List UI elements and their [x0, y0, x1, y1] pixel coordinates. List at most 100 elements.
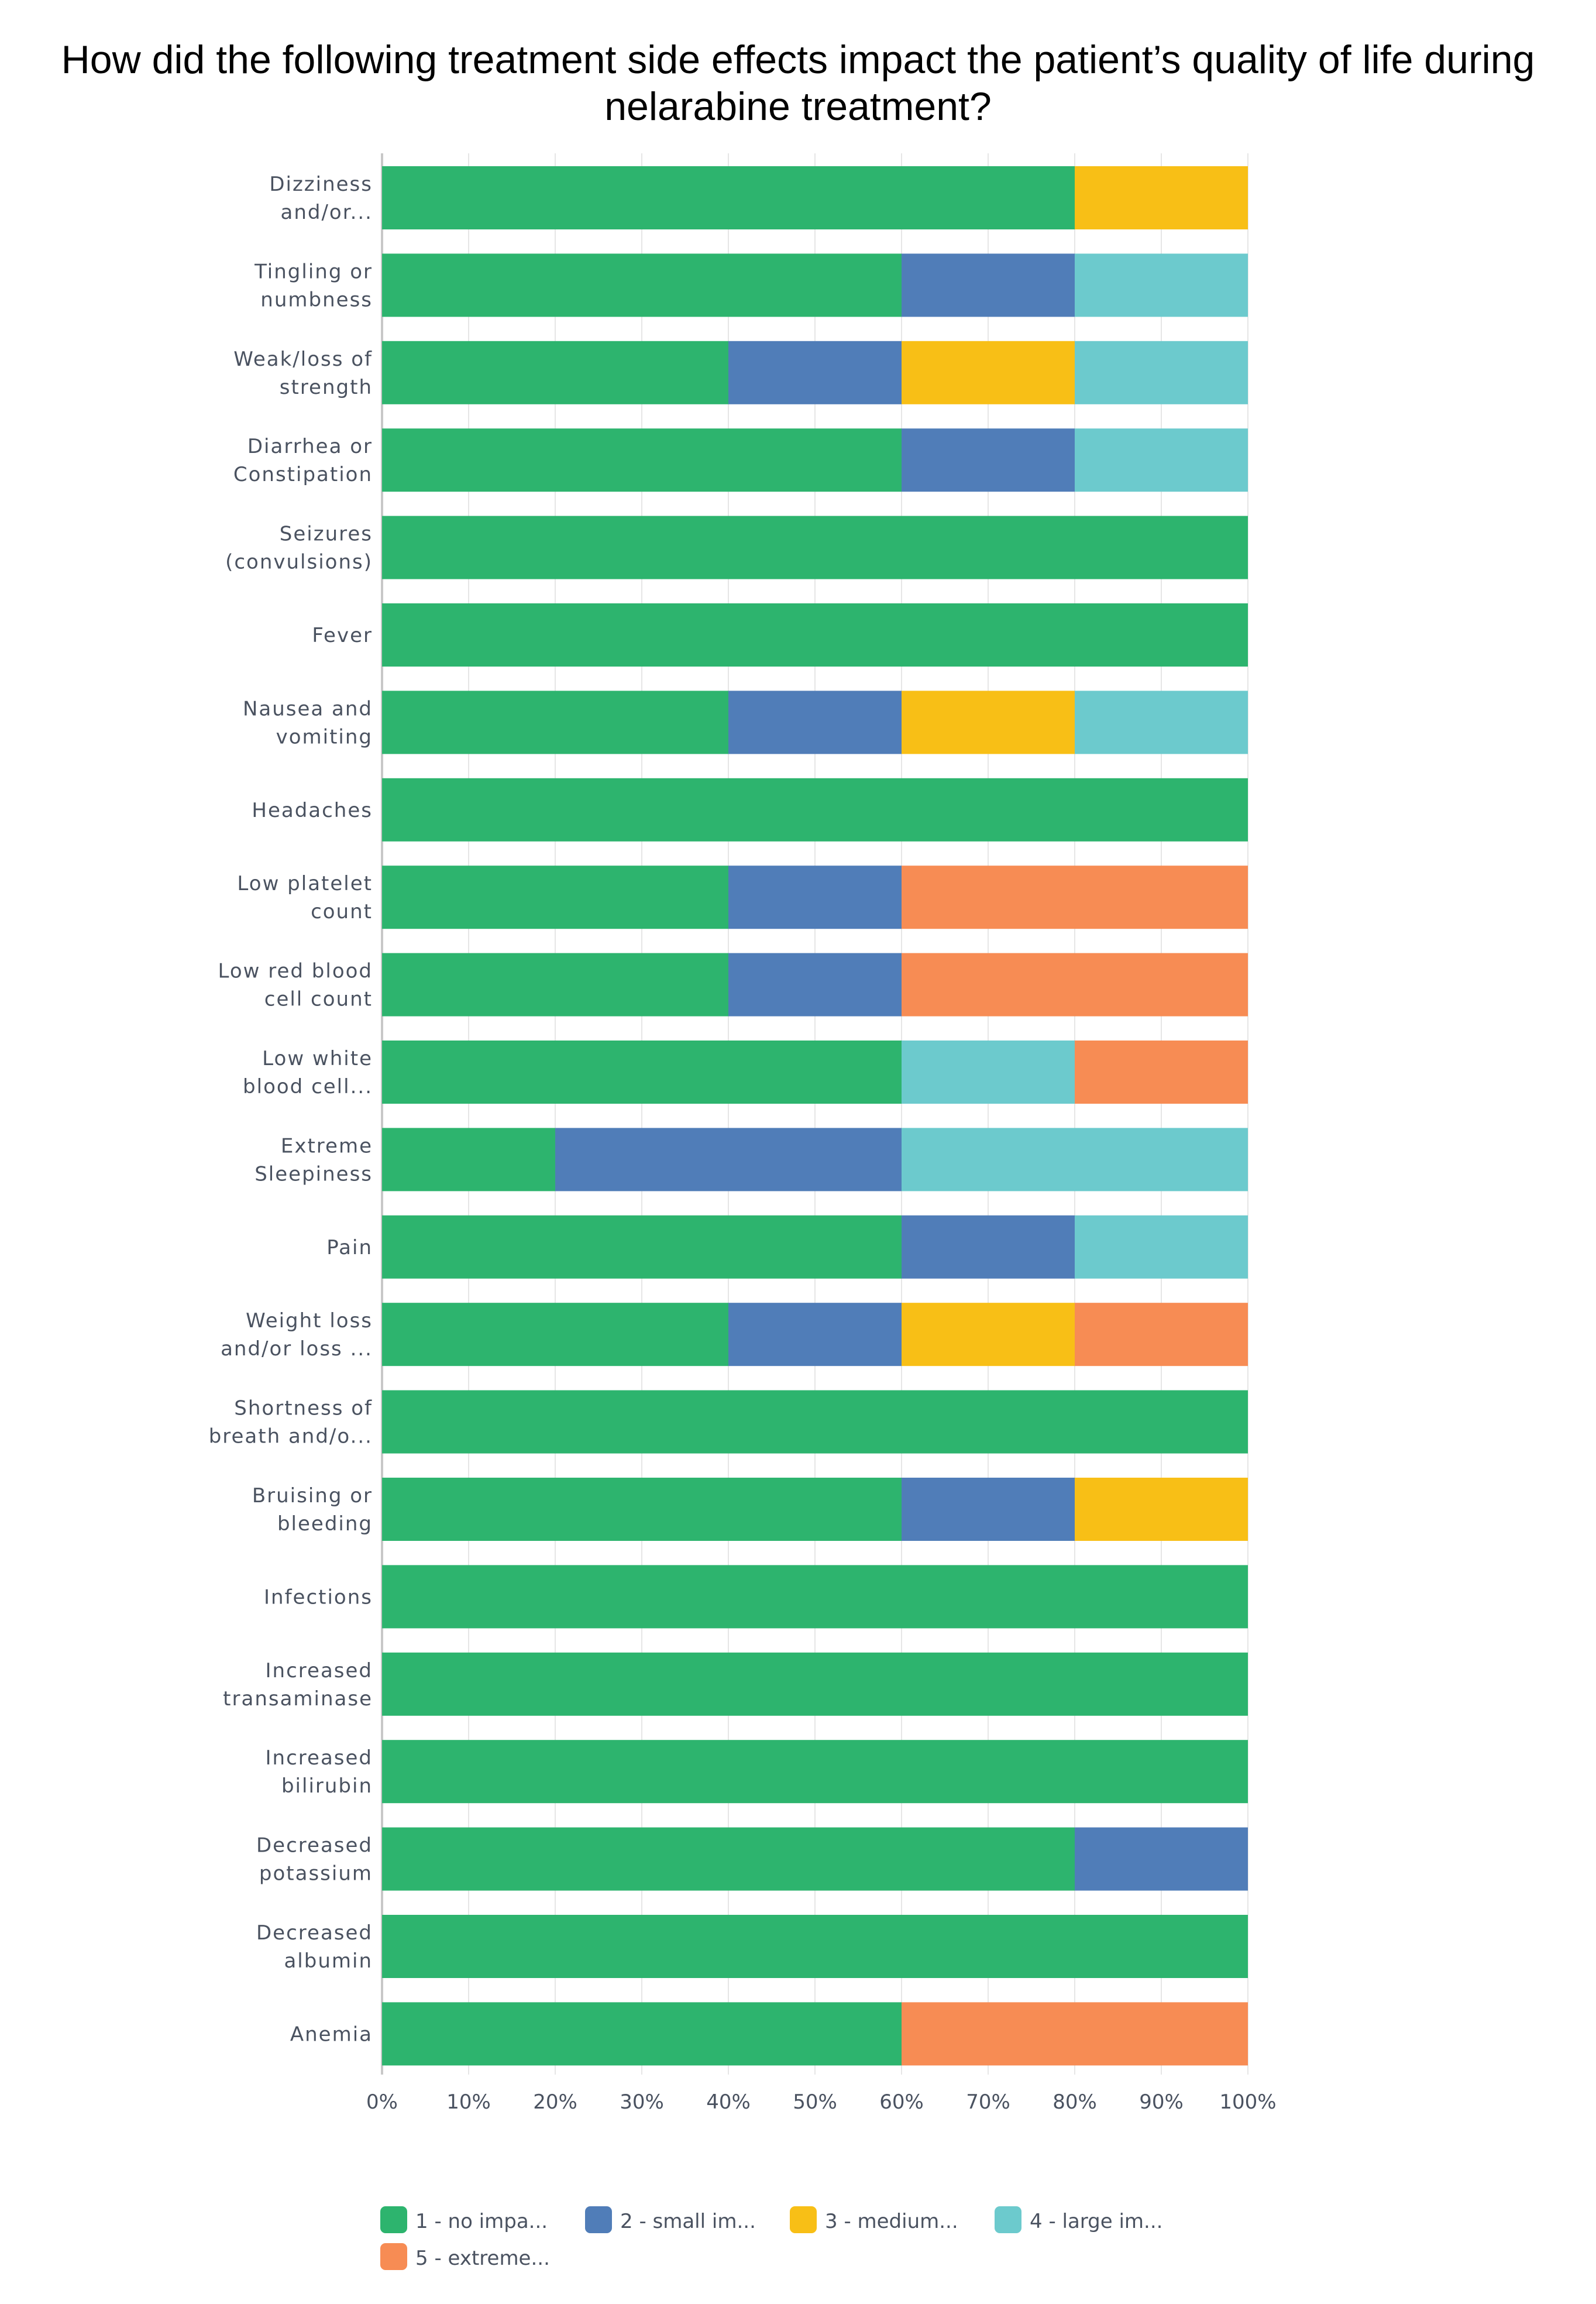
y-category-label: Headaches	[252, 799, 373, 822]
bar-segment	[902, 341, 1075, 404]
x-tick-label: 80%	[1052, 2090, 1097, 2114]
bar-segment	[382, 516, 1248, 579]
x-tick-label: 100%	[1219, 2090, 1276, 2114]
x-tick-label: 40%	[706, 2090, 751, 2114]
bar-segment	[1075, 1827, 1248, 1891]
bar-segment	[902, 428, 1075, 492]
bar-segment	[382, 1915, 1248, 1978]
bar-segment	[382, 691, 728, 754]
y-category-label: and/or...	[280, 201, 373, 224]
bar-segment	[382, 428, 902, 492]
bar-segment	[902, 866, 1248, 929]
bar-segment	[902, 953, 1248, 1017]
legend-swatch	[995, 2206, 1021, 2233]
bar-segment	[382, 953, 728, 1017]
y-category-label: Low red blood	[218, 960, 373, 983]
y-category-label: Extreme	[281, 1134, 373, 1158]
y-category-label: Shortness of	[234, 1397, 373, 1420]
bar-segment	[902, 2002, 1248, 2066]
y-category-label: Low platelet	[237, 872, 373, 895]
bar-segment	[382, 1128, 555, 1192]
bar-segment	[902, 1215, 1075, 1279]
bar-segment	[382, 1303, 728, 1366]
x-tick-label: 0%	[366, 2090, 398, 2114]
y-category-label: Weak/loss of	[233, 348, 373, 371]
bar-segment	[1075, 341, 1248, 404]
y-category-label: numbness	[260, 288, 373, 311]
bar-segment	[382, 1565, 1248, 1629]
bar-segment	[382, 1478, 902, 1541]
bar-segment	[382, 1390, 1248, 1454]
x-tick-label: 90%	[1139, 2090, 1184, 2114]
y-category-label: Increased	[266, 1746, 373, 1770]
bar-segment	[382, 341, 728, 404]
x-tick-label: 30%	[620, 2090, 664, 2114]
legend-label: 1 - no impa...	[415, 2210, 548, 2233]
y-category-label: and/or loss ...	[221, 1337, 373, 1361]
y-category-label: Dizziness	[269, 173, 373, 196]
legend-label: 5 - extreme...	[415, 2247, 550, 2270]
bar-segment	[1075, 1303, 1248, 1366]
x-tick-label: 10%	[446, 2090, 491, 2114]
bar-segment	[1075, 1478, 1248, 1541]
x-tick-label: 50%	[793, 2090, 837, 2114]
y-category-label: Decreased	[256, 1834, 373, 1857]
x-tick-label: 70%	[966, 2090, 1010, 2114]
bar-segment	[1075, 166, 1248, 229]
bar-segment	[382, 1740, 1248, 1804]
bar-segment	[382, 2002, 902, 2066]
bar-segment	[382, 253, 902, 317]
legend-item: 3 - medium...	[790, 2206, 958, 2233]
y-category-label: Pain	[326, 1236, 373, 1259]
bar-segment	[382, 1827, 1075, 1891]
y-category-label: blood cell...	[243, 1075, 373, 1098]
bar-segment	[902, 1128, 1248, 1192]
bar-segment	[382, 866, 728, 929]
bar-segment	[555, 1128, 902, 1192]
bar-segment	[728, 341, 902, 404]
legend-item: 2 - small im...	[585, 2206, 756, 2233]
y-category-label: Weight loss	[246, 1309, 373, 1333]
y-category-label: Constipation	[233, 463, 373, 486]
legend-swatch	[585, 2206, 612, 2233]
y-category-label: transaminase	[223, 1687, 373, 1711]
bar-segment	[382, 1041, 902, 1104]
y-category-label: bilirubin	[281, 1774, 373, 1798]
bar-segment	[902, 1303, 1075, 1366]
bar-segment	[382, 603, 1248, 667]
legend-label: 3 - medium...	[825, 2210, 958, 2233]
bar-segment	[1075, 253, 1248, 317]
bar-segment	[902, 1478, 1075, 1541]
y-category-label: Infections	[264, 1585, 373, 1609]
chart-title: How did the following treatment side eff…	[61, 37, 1535, 129]
bar-segment	[1075, 428, 1248, 492]
bar-segment	[1075, 1041, 1248, 1104]
bar-segment	[728, 953, 902, 1017]
y-category-label: Anemia	[290, 2023, 373, 2046]
legend-label: 2 - small im...	[620, 2210, 756, 2233]
bar-segment	[728, 1303, 902, 1366]
bar-segment	[902, 253, 1075, 317]
y-category-label: albumin	[284, 1949, 373, 1973]
y-category-label: potassium	[259, 1862, 373, 1886]
bar-segment	[382, 1215, 902, 1279]
legend-item: 1 - no impa...	[380, 2206, 548, 2233]
y-category-label: cell count	[264, 988, 373, 1011]
y-category-label: breath and/o...	[209, 1425, 373, 1448]
bar-segment	[902, 1041, 1075, 1104]
bar-segment	[382, 778, 1248, 842]
bar-segment	[902, 691, 1075, 754]
x-tick-label: 60%	[879, 2090, 924, 2114]
bar-segment	[728, 866, 902, 929]
y-category-label: vomiting	[276, 725, 373, 748]
y-category-label: Diarrhea or	[247, 435, 373, 458]
x-tick-label: 20%	[533, 2090, 577, 2114]
bar-segment	[728, 691, 902, 754]
y-category-label: count	[311, 900, 373, 923]
y-category-label: Fever	[312, 624, 373, 647]
legend-label: 4 - large im...	[1030, 2210, 1162, 2233]
legend-item: 5 - extreme...	[380, 2243, 550, 2270]
y-category-label: bleeding	[277, 1512, 373, 1536]
legend-swatch	[790, 2206, 817, 2233]
